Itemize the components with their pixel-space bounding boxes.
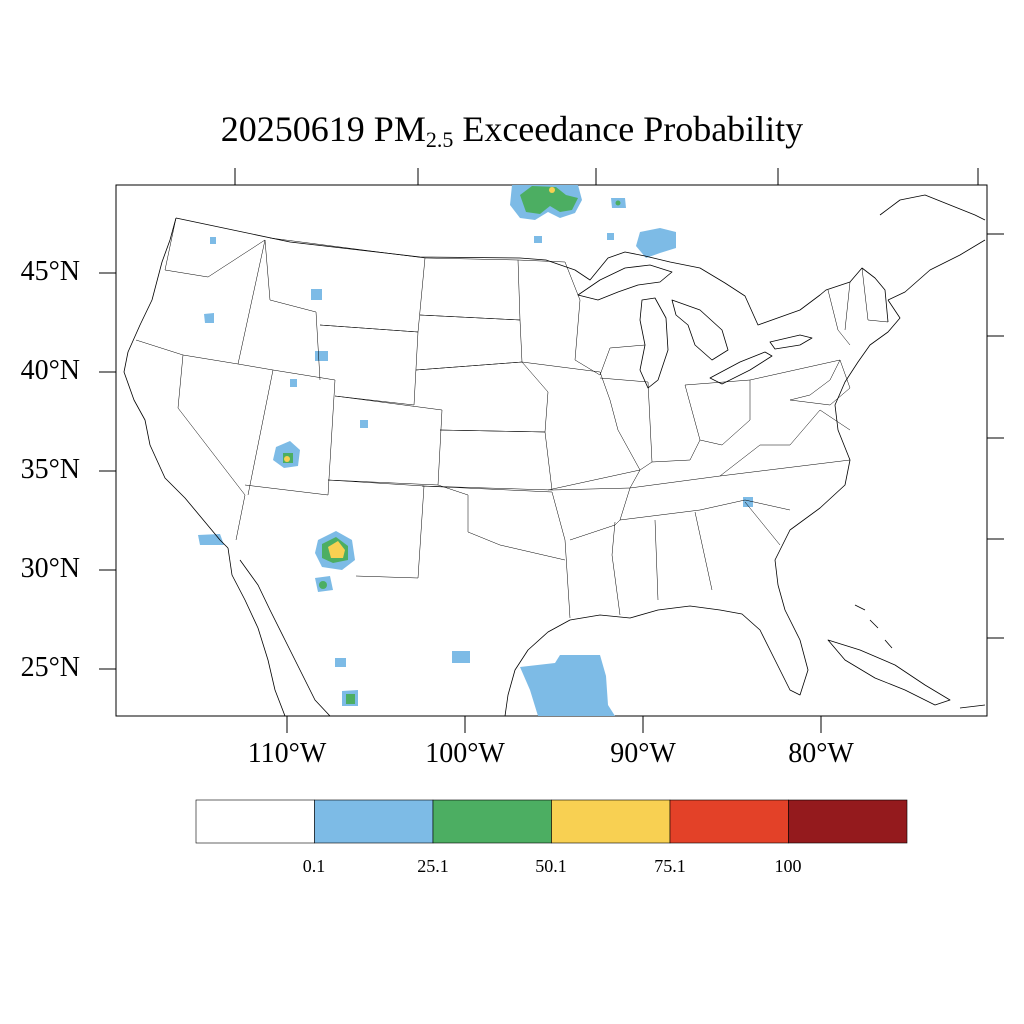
colorbar-label-3: 75.1 [654,856,686,876]
gulf-coast [504,584,809,716]
probability-areas [198,185,753,716]
title-pm: PM [373,109,426,149]
colorbar [195,799,908,844]
state-boundaries [135,217,889,619]
title-date: 20250619 [220,109,365,149]
baja-coast [227,547,286,716]
bahamas [854,604,893,649]
blob-ontario-3 [607,233,614,240]
lat-label-40: 40°N [20,355,80,386]
lat-label-35: 35°N [20,454,80,485]
lake-michigan [639,297,669,389]
canada-coast [887,239,986,301]
blob-nm-yellow [328,541,345,558]
lat-label-25: 25°N [20,652,80,683]
lon-label-110: 110°W [247,738,327,769]
colorbar-box-2 [432,799,552,844]
title-rest: Exceedance Probability [462,109,804,149]
map-content [123,185,986,716]
colorbar-label-2: 50.1 [535,856,567,876]
blob-co [360,420,368,428]
blob-ontario-1-green [615,200,621,206]
blob-mn-small [534,236,542,243]
cuba [827,639,951,706]
blob-chihuahua-green [319,581,327,589]
blob-gulf [520,655,615,716]
lon-label-90: 90°W [610,738,676,769]
gulf-california-coast [239,559,331,716]
colorbar-box-0 [195,799,315,844]
hudson-area [879,194,986,221]
blob-mex-east [452,651,470,663]
axis-ticks [99,168,1004,733]
colorbar-box-1 [314,799,434,844]
blob-mex-small [335,658,346,667]
blob-sc [743,497,753,507]
colorbar-box-3 [551,799,671,844]
title-subscript: 2.5 [425,127,454,152]
blob-canada-yellow [549,187,555,193]
blob-or [204,313,214,323]
colorbar-box-5 [788,799,908,844]
map-title: 20250619 PM2.5 Exceedance Probability [0,108,1024,153]
lake-erie [709,351,773,385]
blob-id-1 [315,351,328,361]
colorbar-box-4 [669,799,789,844]
blob-ut [290,379,297,387]
hispaniola [959,704,986,709]
lon-label-80: 80°W [788,738,854,769]
atlantic-coast [774,299,901,586]
colorbar-label-1: 25.1 [417,856,449,876]
lat-label-45: 45°N [20,256,80,287]
blob-canada-north-green [520,186,578,214]
blob-mex-south-green [346,694,355,704]
blob-ontario-2 [636,228,676,258]
colorbar-label-0: 0.1 [302,856,326,876]
lake-ontario [769,334,813,350]
geographic-outlines [123,194,986,716]
lake-superior [577,264,673,301]
lon-label-100: 100°W [425,738,505,769]
colorbar-label-4: 100 [774,856,802,876]
pacific-coast [123,217,229,549]
blob-wa [210,237,216,244]
us-canada-border [175,217,889,326]
lake-huron [671,299,729,361]
map-frame [115,184,988,717]
lat-label-30: 30°N [20,553,80,584]
blob-az-north-yellow [284,456,290,462]
blob-mt [311,289,322,300]
